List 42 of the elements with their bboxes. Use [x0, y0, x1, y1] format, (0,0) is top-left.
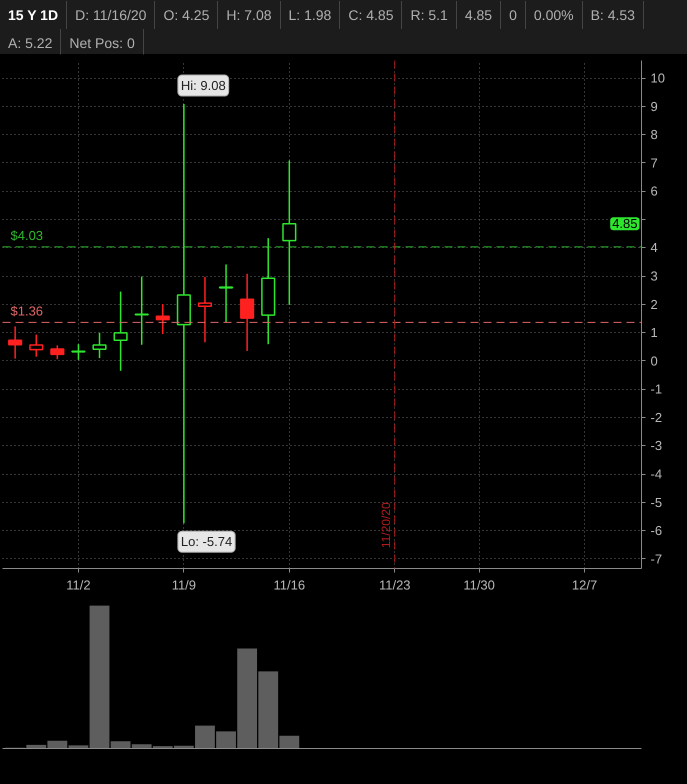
text: D: 11/16/20 — [67, 1, 156, 29]
y-tick-label: 0 — [650, 353, 658, 368]
x-tick-label: 11/16 — [274, 578, 306, 592]
y-tick-label: 6 — [650, 184, 658, 199]
text: H: 7.08 — [218, 1, 281, 29]
y-tick-label: -7 — [650, 551, 662, 566]
ref-line-label: $4.03 — [10, 228, 44, 243]
y-tick-label: 4 — [650, 240, 658, 256]
y-tick-label: 1 — [650, 325, 658, 340]
annotation: Lo: -5.74 — [180, 534, 232, 550]
y-tick-label: 8 — [650, 127, 658, 142]
y-tick-label: -6 — [650, 523, 662, 538]
text: 4.85 — [456, 1, 502, 29]
text: R: 5.1 — [402, 1, 457, 29]
y-tick-label: 9 — [650, 98, 658, 114]
y-tick-label: -1 — [650, 382, 662, 397]
y-tick-label: 10 — [650, 70, 665, 86]
x-tick-label: 12/7 — [572, 578, 598, 592]
annotation: 4.85 — [612, 216, 638, 232]
ref-line-label: 11/20/20 — [378, 502, 393, 548]
chart-title: 15 Y 1D — [0, 1, 68, 29]
annotation: Hi: 9.08 — [180, 78, 226, 94]
x-tick-label: 11/9 — [172, 578, 196, 592]
y-tick-label: -4 — [650, 466, 662, 482]
x-tick-label: 11/2 — [66, 578, 91, 592]
y-tick-label: 7 — [650, 155, 658, 170]
x-tick-label: 11/30 — [463, 578, 495, 592]
text: B: 4.53 — [582, 1, 644, 29]
y-tick-label: 3 — [650, 268, 658, 284]
text: O: 4.25 — [155, 1, 218, 29]
text: C: 4.85 — [340, 1, 402, 29]
x-tick-label: 11/23 — [378, 578, 411, 592]
y-tick-label: -3 — [650, 438, 662, 454]
y-tick-label: -2 — [650, 410, 662, 425]
y-tick-label: 2 — [650, 296, 658, 312]
text: 0.00% — [526, 1, 583, 29]
text: 0 — [501, 1, 526, 29]
y-tick-label: -5 — [650, 494, 662, 510]
text: Net Pos: 0 — [61, 29, 144, 57]
text: L: 1.98 — [280, 1, 340, 29]
text: A: 5.22 — [0, 29, 62, 57]
ref-line-label: $1.36 — [10, 303, 44, 318]
